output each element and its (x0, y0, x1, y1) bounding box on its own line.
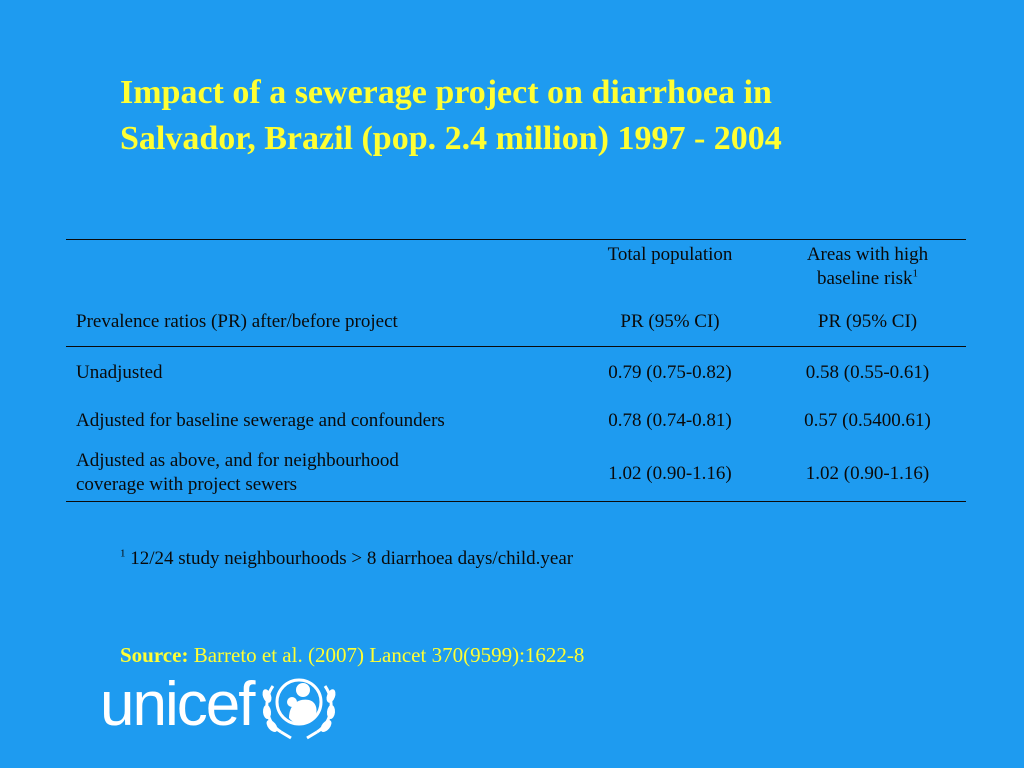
row-total-value: 0.79 (0.75-0.82) (608, 362, 732, 383)
header-high-risk-line-2: baseline risk (816, 268, 913, 289)
row-label: Unadjusted (76, 362, 163, 383)
row-label-line-2: coverage with project sewers (76, 474, 298, 495)
header-high-risk: Areas with high baseline risk1 (770, 243, 965, 291)
unicef-wordmark: unicef (100, 670, 255, 739)
row-label: Adjusted for baseline sewerage and confo… (76, 410, 445, 431)
footnote-marker: 1 (120, 547, 126, 560)
row-total-value: 1.02 (0.90-1.16) (608, 463, 732, 484)
footnote-text: 12/24 study neighbourhoods > 8 diarrhoea… (125, 548, 574, 569)
row-label: Adjusted as above, and for neighbourhood… (76, 449, 566, 497)
table-header-rule (66, 346, 966, 347)
header-high-risk-line-1: Areas with high (806, 244, 929, 265)
slide-title-line-1: Impact of a sewerage project on diarrhoe… (120, 74, 772, 111)
source-citation: Source: Barreto et al. (2007) Lancet 370… (120, 642, 584, 668)
subheader-total-ci: PR (95% CI) (620, 311, 720, 332)
source-text: Barreto et al. (2007) Lancet 370(9599):1… (188, 643, 585, 667)
table-bottom-rule (66, 501, 966, 502)
source-label: Source: (120, 643, 189, 667)
table-top-rule (66, 239, 966, 240)
header-total-population: Total population (607, 244, 733, 265)
subheader-high-risk-ci: PR (95% CI) (817, 311, 918, 332)
slide-title: Impact of a sewerage project on diarrhoe… (120, 70, 980, 162)
unicef-emblem-icon (262, 678, 336, 740)
row-high-risk-value: 0.58 (0.55-0.61) (805, 362, 930, 383)
header-footnote-marker: 1 (912, 267, 919, 280)
slide-title-line-2: Salvador, Brazil (pop. 2.4 million) 1997… (120, 120, 782, 157)
row-high-risk-value: 0.57 (0.5400.61) (804, 410, 931, 431)
row-high-risk-value: 1.02 (0.90-1.16) (805, 463, 930, 484)
subheader-label: Prevalence ratios (PR) after/before proj… (76, 311, 398, 332)
row-label-line-1: Adjusted as above, and for neighbourhood (76, 450, 399, 471)
row-total-value: 0.78 (0.74-0.81) (608, 410, 732, 431)
footnote: 1 12/24 study neighbourhoods > 8 diarrho… (120, 547, 573, 571)
unicef-logo: unicef (100, 665, 339, 745)
